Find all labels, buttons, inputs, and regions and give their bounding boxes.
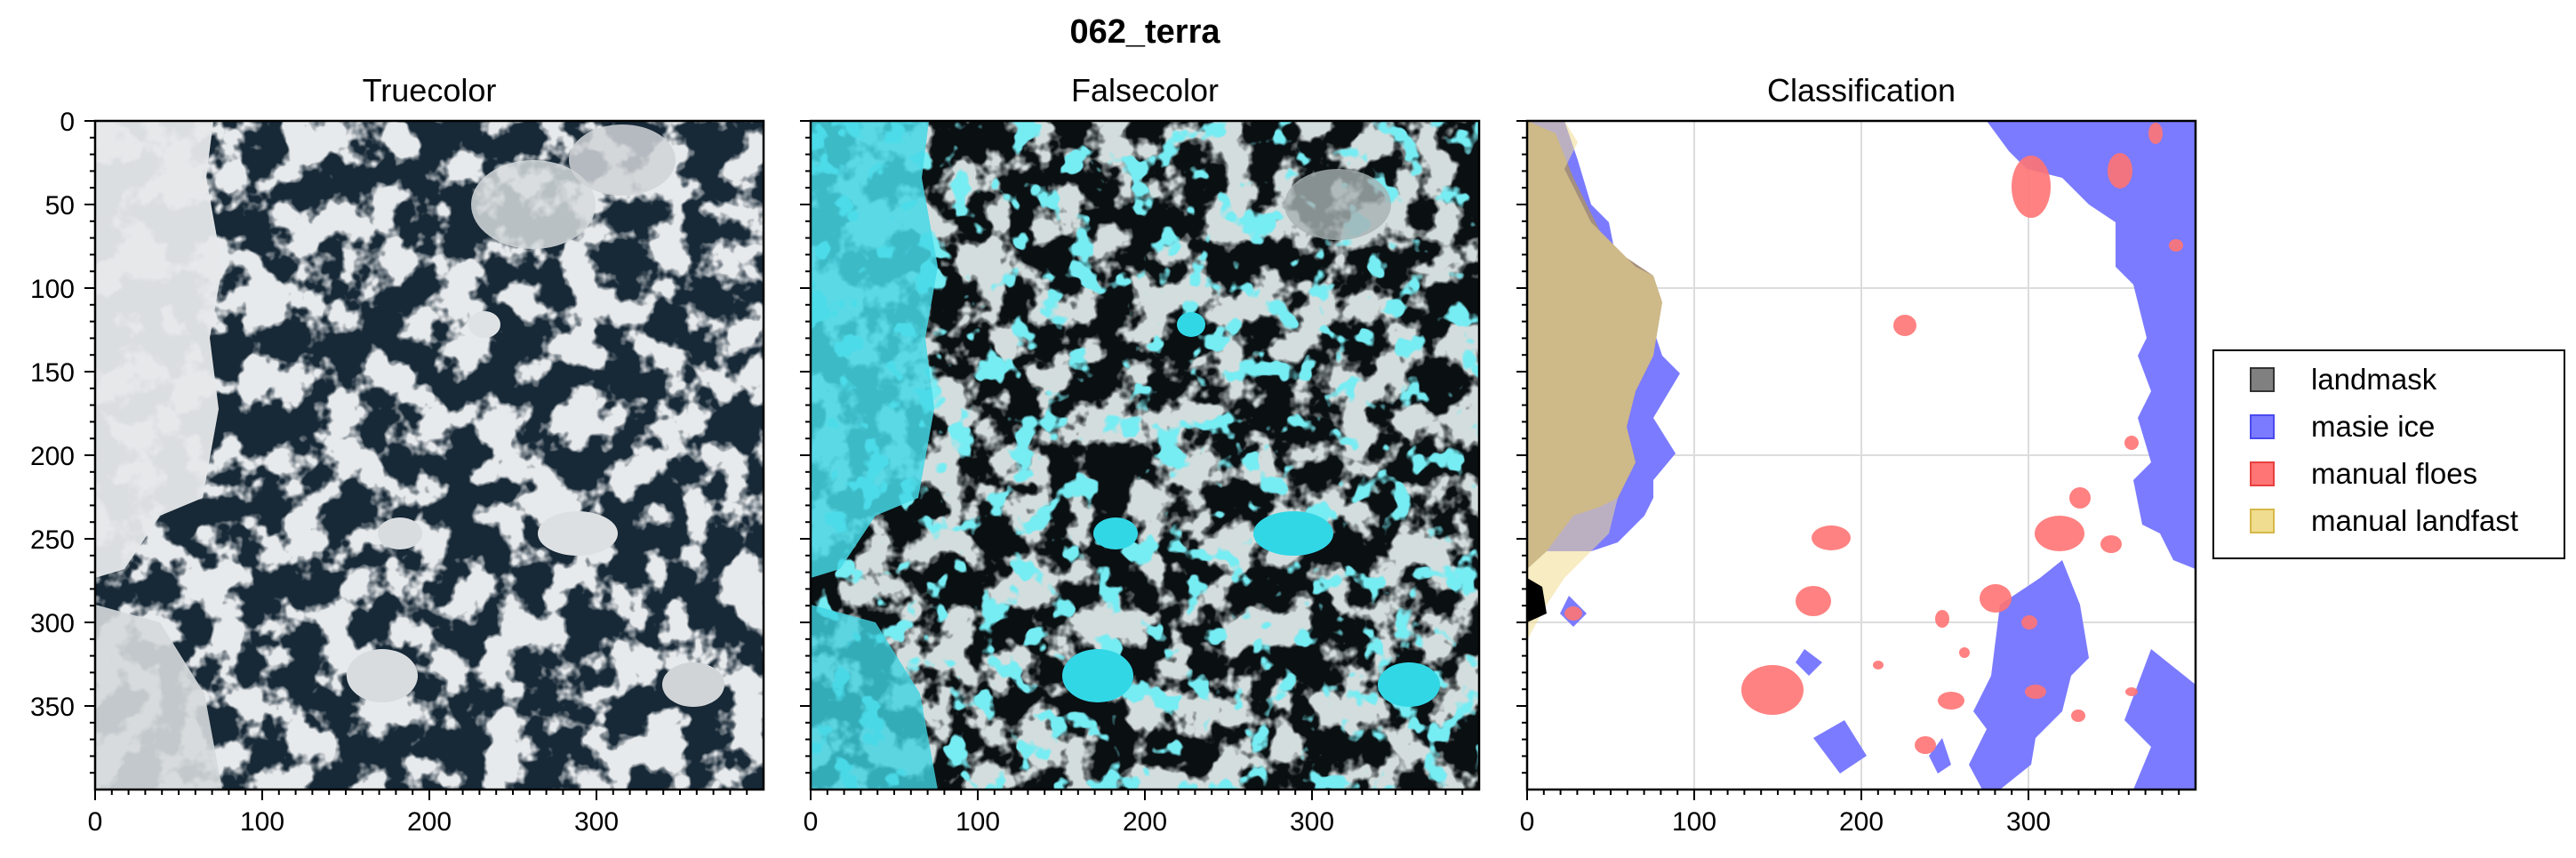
x-tick-label: 100 [240,807,284,837]
legend-label-landmask: landmask [2311,363,2437,396]
classification-map [1527,121,2196,790]
manual-floes [1564,123,2183,754]
panel-title-truecolor: Truecolor [363,72,497,108]
x-tick-label: 0 [88,807,103,837]
legend-swatch-manual-landfast [2250,509,2275,533]
x-tick-label: 100 [956,807,1000,837]
landfast-region [1527,121,1662,640]
x-tick-label: 100 [1672,807,1716,837]
y-tick-label: 50 [45,191,75,221]
legend-swatch-landmask [2250,367,2275,392]
figure-title: 062_terra [1069,13,1220,51]
axis-ticks [84,120,2180,800]
legend-label-manual-floes: manual floes [2311,457,2477,490]
legend-swatch-masie-ice [2250,414,2275,439]
x-tick-label: 0 [804,807,819,837]
x-tick-label: 300 [574,807,619,837]
x-tick-label: 300 [2006,807,2051,837]
x-tick-labels: 0 100 200 300 0 100 200 300 0 100 200 30… [88,807,2051,837]
x-tick-label: 300 [1290,807,1334,837]
legend: landmask masie ice manual floes manual l… [2212,349,2565,559]
falsecolor-image [811,121,1479,790]
y-tick-label: 200 [30,442,75,471]
y-tick-label: 150 [30,358,75,388]
y-tick-label: 300 [30,609,75,638]
y-tick-label: 250 [30,525,75,555]
y-tick-label: 0 [60,108,75,137]
panel-title-falsecolor: Falsecolor [1071,72,1219,108]
truecolor-image [95,121,764,790]
legend-swatch-manual-floes [2250,461,2275,486]
legend-label-manual-landfast: manual landfast [2311,504,2518,537]
x-tick-label: 200 [1123,807,1167,837]
x-tick-label: 200 [407,807,452,837]
x-tick-label: 200 [1839,807,1884,837]
masie-ice-right [1987,121,2196,569]
x-tick-label: 0 [1520,807,1535,837]
y-tick-label: 350 [30,693,75,722]
y-tick-labels: 0 50 100 150 200 250 300 350 [30,108,75,722]
y-tick-label: 100 [30,275,75,304]
panel-title-classification: Classification [1767,72,1956,108]
legend-label-masie-ice: masie ice [2311,410,2435,443]
